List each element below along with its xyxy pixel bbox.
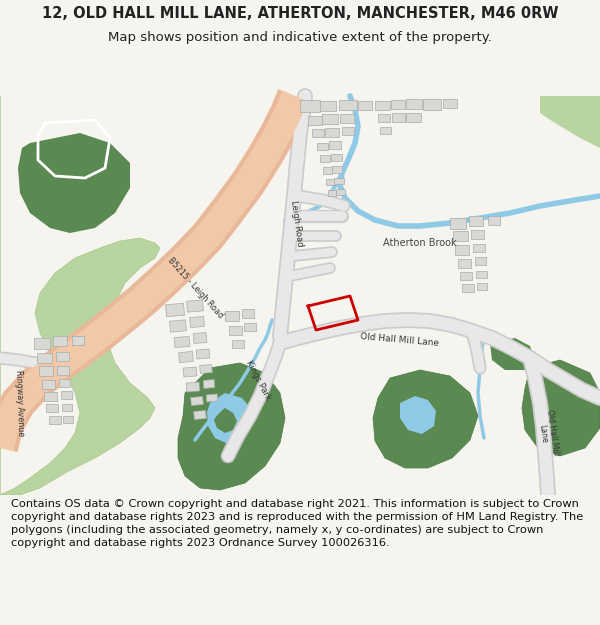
Bar (475, 257, 485, 265)
Bar (190, 316, 205, 328)
Polygon shape (373, 370, 478, 468)
Bar (455, 245, 469, 255)
Bar (335, 189, 344, 195)
Bar (329, 141, 341, 149)
Polygon shape (178, 363, 285, 490)
Bar (470, 229, 484, 239)
Bar (473, 244, 485, 252)
Bar (37, 353, 52, 363)
Text: 12, OLD HALL MILL LANE, ATHERTON, MANCHESTER, M46 0RW: 12, OLD HALL MILL LANE, ATHERTON, MANCHE… (42, 6, 558, 21)
Polygon shape (18, 133, 130, 233)
Bar (328, 190, 336, 196)
Bar (300, 100, 320, 112)
Text: Map shows position and indicative extent of the property.: Map shows position and indicative extent… (108, 31, 492, 44)
Bar (34, 338, 50, 349)
Bar (477, 282, 487, 289)
Bar (63, 416, 73, 422)
Bar (406, 112, 421, 121)
Bar (332, 166, 342, 172)
Text: Kings Park: Kings Park (244, 359, 272, 401)
Bar (342, 127, 354, 135)
Bar (378, 114, 390, 122)
Bar (340, 114, 354, 122)
Bar (339, 100, 357, 110)
Bar (322, 114, 338, 124)
Bar (57, 366, 69, 374)
Bar (196, 349, 210, 359)
Text: Leigh Road: Leigh Road (289, 199, 305, 247)
Bar (320, 101, 336, 111)
Text: B5215 - Leigh Road: B5215 - Leigh Road (166, 256, 224, 320)
Bar (194, 411, 206, 419)
Bar (325, 179, 335, 185)
Bar (331, 154, 341, 161)
Bar (488, 216, 500, 224)
Bar (170, 320, 187, 332)
Bar (320, 154, 330, 161)
Bar (59, 379, 70, 387)
Bar (317, 142, 328, 149)
Text: Contains OS data © Crown copyright and database right 2021. This information is : Contains OS data © Crown copyright and d… (11, 499, 583, 549)
Bar (46, 404, 58, 412)
Bar (476, 271, 487, 278)
Bar (323, 166, 331, 174)
Bar (186, 382, 200, 392)
Polygon shape (0, 96, 160, 495)
Text: Ringway Avenue: Ringway Avenue (14, 369, 26, 436)
Bar (423, 99, 441, 109)
Bar (450, 217, 466, 229)
Bar (380, 126, 391, 134)
Bar (183, 367, 197, 377)
Bar (242, 309, 254, 318)
Bar (358, 101, 372, 109)
Polygon shape (207, 393, 252, 444)
Bar (462, 284, 474, 292)
Bar (325, 127, 339, 136)
Bar (44, 391, 56, 401)
Bar (308, 116, 322, 124)
Bar (166, 303, 184, 317)
Text: Atherton Brook: Atherton Brook (383, 238, 457, 248)
Bar (443, 99, 457, 107)
Bar (229, 326, 241, 334)
Bar (312, 129, 324, 137)
Bar (469, 216, 483, 226)
Bar (460, 272, 472, 280)
Polygon shape (522, 360, 600, 456)
Bar (452, 231, 467, 241)
Bar (244, 323, 256, 331)
Bar (200, 364, 212, 374)
Bar (232, 340, 244, 348)
Bar (193, 332, 207, 344)
Polygon shape (400, 396, 436, 434)
Bar (206, 394, 218, 402)
Polygon shape (214, 408, 237, 433)
Bar (56, 351, 68, 361)
Bar (187, 300, 203, 312)
Bar (62, 404, 72, 411)
Bar (174, 336, 190, 348)
Text: Old Hall Mill
Lane: Old Hall Mill Lane (535, 409, 561, 458)
Bar (374, 101, 389, 109)
Bar (406, 99, 422, 109)
Bar (179, 351, 193, 362)
Bar (39, 366, 53, 376)
Bar (53, 336, 67, 346)
Bar (334, 178, 344, 184)
Text: Old Hall Mill Lane: Old Hall Mill Lane (360, 332, 440, 348)
Bar (458, 259, 470, 268)
Bar (391, 99, 405, 109)
Bar (392, 112, 404, 121)
Polygon shape (540, 96, 600, 148)
Bar (41, 379, 55, 389)
Bar (72, 336, 84, 344)
Bar (61, 391, 71, 399)
Bar (203, 379, 215, 389)
Bar (191, 396, 203, 406)
Polygon shape (490, 338, 535, 370)
Bar (225, 311, 239, 321)
Bar (49, 416, 61, 424)
